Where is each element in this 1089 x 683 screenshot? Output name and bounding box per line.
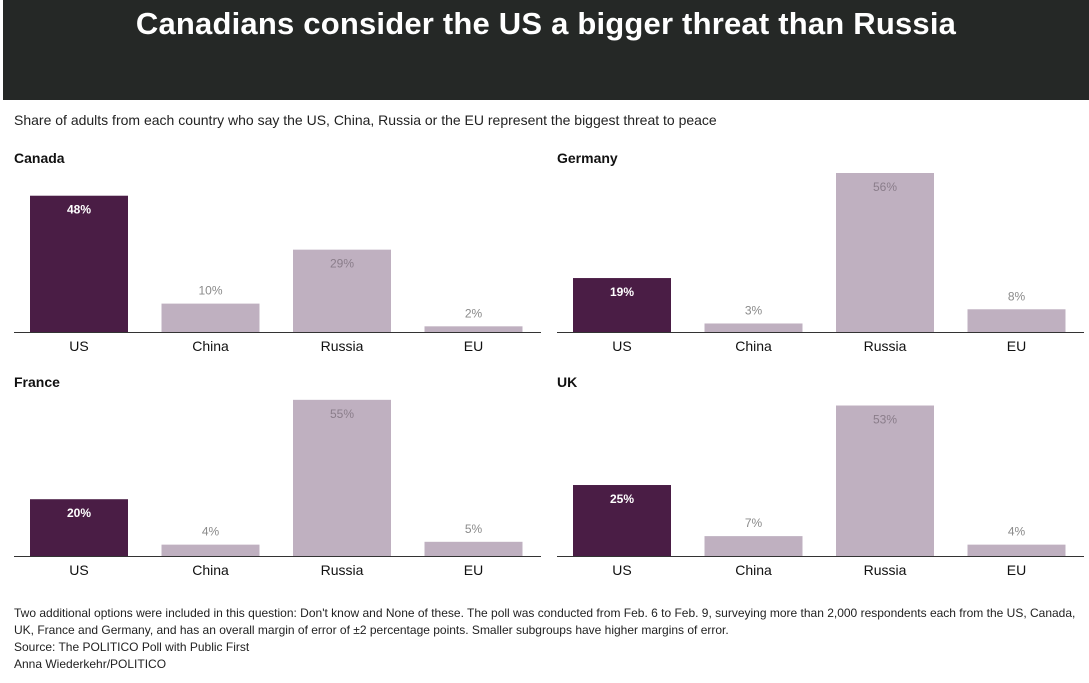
bar-china	[161, 303, 260, 332]
panel-title: UK	[557, 374, 578, 390]
category-label: US	[69, 338, 88, 354]
category-label: EU	[464, 562, 483, 578]
category-label: China	[735, 338, 772, 354]
category-label: EU	[1007, 562, 1026, 578]
category-label: EU	[464, 338, 483, 354]
category-label: China	[192, 338, 229, 354]
bar-china	[704, 536, 803, 556]
category-label: China	[735, 562, 772, 578]
bar-russia	[836, 405, 934, 556]
footnotes: Two additional options were included in …	[14, 605, 1084, 673]
panel-title: Germany	[557, 150, 618, 166]
category-label: US	[69, 562, 88, 578]
category-label: Russia	[864, 562, 907, 578]
header-banner: Canadians consider the US a bigger threa…	[3, 0, 1089, 100]
bar-eu	[424, 326, 523, 332]
data-label: 4%	[202, 525, 220, 539]
data-label: 20%	[67, 506, 91, 520]
chart-subtitle: Share of adults from each country who sa…	[14, 112, 717, 128]
bar-china	[161, 544, 260, 556]
bar-eu	[967, 544, 1066, 556]
category-label: EU	[1007, 338, 1026, 354]
category-label: Russia	[864, 338, 907, 354]
bar-china	[704, 323, 803, 332]
panel-title: France	[14, 374, 60, 390]
category-label: Russia	[321, 338, 364, 354]
bar-chart-canada: 48% US 10% China 29% Russia 2% EU	[14, 195, 541, 354]
data-label: 7%	[745, 516, 763, 530]
bar-us	[573, 278, 671, 332]
bar-russia	[293, 399, 391, 556]
source-note: Source: The POLITICO Poll with Public Fi…	[14, 640, 250, 654]
panel-germany: Germany 19% US 3% China 56% Russia 8% EU	[557, 150, 1087, 365]
bar-us	[30, 195, 128, 332]
bar-chart-france: 20% US 4% China 55% Russia 5% EU	[14, 399, 541, 578]
bar-chart-uk: 25% US 7% China 53% Russia 4% EU	[557, 405, 1084, 578]
data-label: 55%	[330, 407, 354, 421]
panel-france: France 20% US 4% China 55% Russia 5% EU	[14, 374, 544, 589]
data-label: 56%	[873, 180, 897, 194]
credit-note: Anna Wiederkehr/POLITICO	[14, 657, 167, 671]
panel-canada: Canada 48% US 10% China 29% Russia 2% EU	[14, 150, 544, 365]
category-label: Russia	[321, 562, 364, 578]
category-label: US	[612, 338, 631, 354]
data-label: 48%	[67, 203, 91, 217]
panel-title: Canada	[14, 150, 65, 166]
bar-eu	[424, 541, 523, 556]
bar-chart-germany: 19% US 3% China 56% Russia 8% EU	[557, 173, 1084, 354]
data-label: 4%	[1008, 525, 1026, 539]
bar-eu	[967, 309, 1066, 332]
data-label: 19%	[610, 285, 634, 299]
category-label: China	[192, 562, 229, 578]
data-label: 53%	[873, 413, 897, 427]
bar-russia	[836, 173, 934, 332]
category-label: US	[612, 562, 631, 578]
data-label: 25%	[610, 492, 634, 506]
data-label: 29%	[330, 257, 354, 271]
panel-uk: UK 25% US 7% China 53% Russia 4% EU	[557, 374, 1087, 589]
bar-us	[573, 485, 671, 556]
bar-russia	[293, 249, 391, 332]
methodology-note: Two additional options were included in …	[14, 606, 1076, 637]
data-label: 3%	[745, 303, 763, 317]
chart-title: Canadians consider the US a bigger threa…	[135, 6, 957, 41]
bar-us	[30, 499, 128, 556]
data-label: 5%	[465, 522, 483, 536]
data-label: 8%	[1008, 289, 1026, 303]
data-label: 10%	[198, 284, 222, 298]
data-label: 2%	[465, 306, 483, 320]
